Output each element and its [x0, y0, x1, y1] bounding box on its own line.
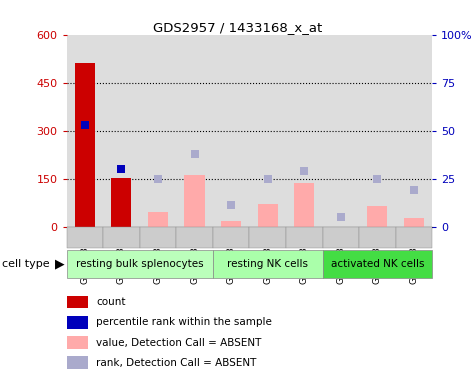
- Bar: [66, 316, 88, 329]
- Bar: [323, 250, 432, 278]
- Bar: [323, 227, 359, 248]
- Bar: [66, 296, 88, 308]
- Text: ▶: ▶: [55, 257, 64, 270]
- Text: resting bulk splenocytes: resting bulk splenocytes: [76, 259, 203, 269]
- Text: count: count: [96, 297, 126, 307]
- Bar: [404, 218, 424, 227]
- Text: cell type: cell type: [2, 259, 50, 269]
- Text: percentile rank within the sample: percentile rank within the sample: [96, 317, 272, 327]
- Text: activated NK cells: activated NK cells: [331, 259, 424, 269]
- Bar: [221, 221, 241, 227]
- Bar: [66, 250, 213, 278]
- Bar: [66, 227, 103, 248]
- Bar: [359, 227, 396, 248]
- Bar: [367, 206, 388, 227]
- Bar: [111, 178, 132, 227]
- Bar: [140, 227, 176, 248]
- Bar: [184, 175, 205, 227]
- Bar: [286, 227, 323, 248]
- Text: GDS2957 / 1433168_x_at: GDS2957 / 1433168_x_at: [153, 21, 322, 34]
- Text: resting NK cells: resting NK cells: [227, 259, 308, 269]
- Bar: [213, 250, 323, 278]
- Bar: [66, 356, 88, 369]
- Bar: [213, 227, 249, 248]
- Bar: [257, 204, 278, 227]
- Bar: [294, 184, 314, 227]
- Bar: [103, 227, 140, 248]
- Text: rank, Detection Call = ABSENT: rank, Detection Call = ABSENT: [96, 358, 257, 368]
- Bar: [66, 336, 88, 349]
- Bar: [148, 212, 168, 227]
- Text: value, Detection Call = ABSENT: value, Detection Call = ABSENT: [96, 338, 262, 348]
- Bar: [396, 227, 432, 248]
- Bar: [176, 227, 213, 248]
- Bar: [249, 227, 286, 248]
- Bar: [75, 63, 95, 227]
